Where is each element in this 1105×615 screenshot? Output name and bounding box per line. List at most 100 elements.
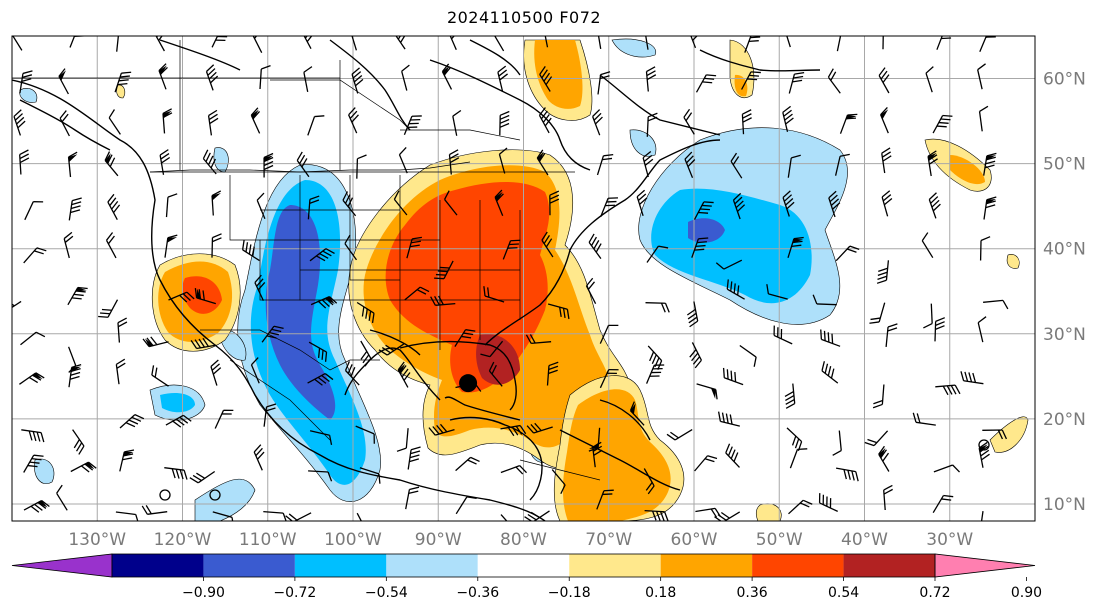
wind-barb	[483, 286, 505, 303]
wind-barb	[250, 107, 261, 134]
wind-barb	[683, 108, 695, 135]
colorbar-tick-label: −0.54	[365, 585, 408, 601]
wind-barb	[827, 68, 841, 94]
wind-barb	[979, 511, 984, 521]
map-title: 2024110500 F072	[446, 8, 602, 27]
wind-barb	[212, 511, 235, 521]
wind-barb	[307, 115, 325, 136]
wind-barb	[788, 499, 813, 515]
wind-barb	[378, 343, 405, 356]
wind-barb	[766, 284, 788, 300]
wind-barb	[303, 66, 313, 93]
wind-barb	[349, 36, 358, 51]
wind-barb	[407, 446, 421, 470]
wind-barb	[23, 247, 47, 264]
small-circle-marker-3	[978, 439, 990, 451]
wind-barb	[912, 412, 936, 426]
wind-barb	[393, 36, 407, 50]
wind-barb	[596, 36, 602, 50]
wind-barb	[730, 152, 743, 179]
wind-barb	[19, 70, 33, 94]
wind-barb	[151, 365, 169, 387]
wind-barb	[165, 414, 192, 428]
wind-barb	[207, 109, 219, 136]
wind-barb	[789, 448, 808, 469]
wind-barb	[70, 461, 97, 473]
wind-barb	[596, 489, 614, 510]
wind-barb	[114, 71, 132, 93]
wind-barb	[500, 514, 515, 521]
wind-barb	[646, 364, 665, 384]
wind-barb	[834, 153, 850, 176]
wind-barb	[455, 496, 477, 515]
wind-barb	[500, 424, 527, 437]
wind-barb	[497, 65, 508, 92]
wind-barb	[202, 149, 217, 175]
longitude-label: 100°W	[324, 530, 382, 550]
colorbar-segment	[112, 554, 204, 577]
wind-barb	[164, 234, 178, 258]
wind-barb	[977, 63, 986, 90]
wind-barb	[98, 299, 119, 318]
wind-barb	[259, 65, 271, 90]
wind-barb	[977, 316, 987, 343]
latitude-label: 20°N	[1043, 410, 1086, 430]
wind-barb	[878, 445, 890, 472]
wind-barb	[309, 430, 333, 446]
wind-barb	[526, 422, 553, 434]
colorbar-tick-label: −0.18	[548, 585, 591, 601]
wind-barb	[786, 427, 803, 452]
colorbar-segment	[843, 554, 935, 577]
wind-barb	[68, 363, 82, 388]
wind-barb	[104, 151, 119, 177]
wind-barb	[643, 468, 655, 495]
wind-barb	[356, 512, 368, 521]
wind-barb	[344, 234, 358, 261]
wind-barb	[210, 359, 222, 386]
small-circle-marker	[159, 489, 171, 501]
colorbar-tick-label: 0.54	[828, 585, 859, 601]
wind-barb	[818, 493, 838, 512]
wind-barb	[351, 67, 364, 94]
longitude-label: 110°W	[239, 530, 297, 550]
wind-barb	[835, 245, 860, 262]
positive-anomaly-north-atlantic	[116, 39, 1029, 453]
wind-barb	[348, 107, 359, 134]
wind-barb	[693, 201, 714, 220]
wind-barb	[686, 301, 699, 328]
wind-barb	[494, 189, 504, 216]
wind-barb	[24, 201, 44, 221]
wind-barb	[592, 109, 603, 136]
wind-barb	[836, 36, 851, 52]
wind-barb	[398, 147, 408, 174]
wind-barb	[600, 197, 618, 218]
wind-barb	[19, 372, 45, 385]
wind-barb	[647, 345, 663, 370]
wind-barb	[263, 152, 274, 178]
latitude-label: 10°N	[1043, 495, 1086, 515]
wind-barb	[309, 248, 335, 262]
wind-barb	[878, 67, 890, 94]
wind-barb	[159, 149, 171, 175]
wind-barb	[934, 317, 945, 342]
wind-barb	[687, 36, 701, 49]
map-frame	[11, 35, 1036, 522]
wind-barb	[921, 232, 934, 259]
longitude-label: 60°W	[671, 530, 718, 550]
wind-barb	[547, 303, 570, 320]
wind-barb	[359, 467, 381, 484]
longitude-label: 40°W	[841, 530, 888, 550]
wind-barb	[646, 245, 669, 263]
wind-barb	[263, 403, 277, 427]
wind-barb	[20, 331, 46, 346]
wind-barb	[189, 470, 216, 484]
wind-barb	[108, 109, 121, 135]
colorbar-tick-label: −0.90	[182, 585, 225, 601]
latitude-label: 40°N	[1043, 240, 1086, 260]
wind-barb	[784, 383, 796, 409]
wind-barb	[820, 329, 841, 347]
wind-barb	[694, 455, 718, 472]
wind-barb	[401, 64, 410, 91]
wind-barb	[932, 494, 954, 514]
